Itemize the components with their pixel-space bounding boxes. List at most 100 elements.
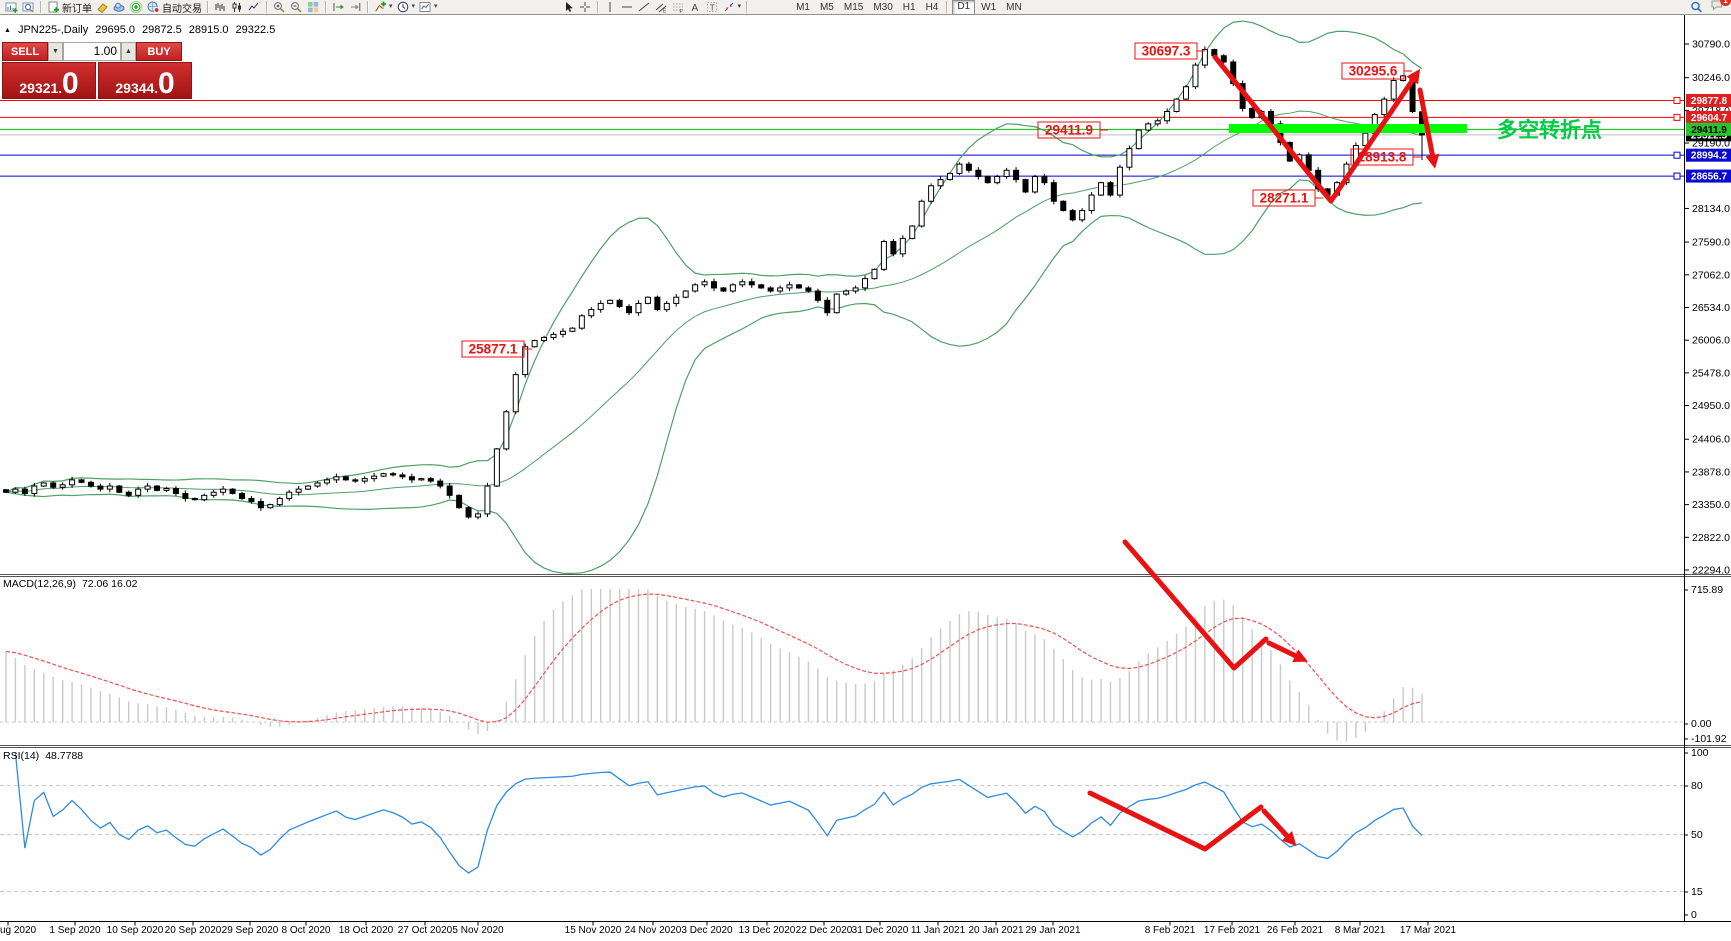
svg-text:30295.6: 30295.6	[1349, 64, 1398, 79]
history-center-button[interactable]	[94, 0, 111, 14]
sell-price-int: 29321	[19, 79, 59, 96]
buy-price-frac: 0	[157, 67, 175, 100]
new-order-button[interactable]: 新订单	[45, 0, 94, 15]
buy-button[interactable]: BUY	[136, 42, 182, 61]
timeframe-d1-button[interactable]: D1	[952, 0, 976, 15]
svg-text:24 Nov 2020: 24 Nov 2020	[625, 925, 682, 936]
tile-windows-button[interactable]	[305, 0, 322, 14]
svg-text:22294.0: 22294.0	[1692, 565, 1730, 577]
volume-up-button[interactable]: ▲	[121, 42, 136, 61]
zoom-in-button[interactable]	[271, 0, 288, 14]
timeframe-h4-button[interactable]: H4	[925, 1, 939, 13]
fibonacci-tool-button-icon: F	[672, 3, 683, 13]
timeframe-h1-button[interactable]: H1	[902, 1, 916, 13]
chevron-down-icon[interactable]: ▾	[411, 3, 416, 10]
horizontal-line-tool-button[interactable]	[619, 0, 636, 14]
chevron-down-icon[interactable]: ▾	[389, 3, 393, 10]
auto-scroll-button[interactable]	[347, 0, 364, 14]
buy-price-int: 29344	[115, 79, 155, 96]
svg-text:0.00: 0.00	[1691, 718, 1712, 730]
arrow-objects-button-icon	[724, 2, 733, 12]
svg-text:30246.0: 30246.0	[1692, 72, 1730, 84]
sell-price-panel[interactable]: 29321. 0	[2, 62, 96, 99]
equidistant-channel-tool-button-icon: E	[655, 3, 667, 13]
new-chart-button-icon	[5, 2, 18, 13]
toolbar-separator	[325, 1, 327, 13]
search-button[interactable]	[1688, 0, 1705, 14]
collapse-triangle-icon[interactable]: ▲	[4, 26, 11, 34]
svg-text:28656.7: 28656.7	[1691, 172, 1728, 183]
panel-frame	[0, 15, 1731, 922]
symbol-title: JPN225-,Daily	[17, 24, 89, 36]
chevron-down-icon[interactable]: ▾	[737, 3, 742, 10]
symbol-header: ▲ JPN225-,Daily 29695.0 29872.5 28915.0 …	[4, 24, 275, 36]
volume-input[interactable]: 1.00	[63, 42, 121, 61]
svg-text:26 Feb 2021: 26 Feb 2021	[1267, 925, 1324, 936]
price-axis[interactable]: 30790.030246.029718.029190.028134.027590…	[1684, 39, 1730, 922]
bar-chart-button-icon	[215, 3, 225, 11]
svg-text:28271.1: 28271.1	[1260, 191, 1309, 206]
timeframe-m1-button[interactable]: M1	[796, 1, 810, 13]
chart-shift-button[interactable]	[330, 0, 347, 14]
cursor-tool-button[interactable]	[560, 0, 577, 14]
timeframe-w1-button[interactable]: W1	[981, 1, 997, 13]
equidistant-channel-tool-button[interactable]: E	[653, 0, 670, 14]
svg-text:11 Jan 2021: 11 Jan 2021	[911, 925, 966, 936]
signals-button[interactable]	[128, 0, 145, 14]
fibonacci-tool-button[interactable]: F	[670, 0, 687, 14]
arrow-objects-button[interactable]: ▾	[721, 0, 744, 14]
toolbar-separator	[946, 1, 949, 13]
signals-button-icon	[130, 1, 142, 13]
svg-text:24406.0: 24406.0	[1692, 434, 1730, 446]
volume-down-button[interactable]: ▼	[48, 42, 63, 61]
svg-text:3 Dec 2020: 3 Dec 2020	[681, 925, 733, 936]
trendline-tool-button[interactable]	[636, 0, 653, 14]
publish-button[interactable]	[111, 0, 128, 14]
candlestick-chart-button[interactable]	[229, 0, 246, 14]
text-label-tool-button[interactable]: T	[704, 0, 721, 14]
chart-shift-button-icon	[333, 3, 344, 11]
vertical-line-tool-button[interactable]	[602, 0, 619, 14]
timeframe-mn-button[interactable]: MN	[1006, 1, 1022, 13]
svg-text:25877.1: 25877.1	[469, 342, 518, 357]
chevron-down-icon[interactable]: ▾	[434, 3, 438, 10]
rsi-label: RSI(14) 48.7788	[3, 750, 84, 762]
svg-text:15: 15	[1691, 886, 1703, 898]
auto-trading-button[interactable]: 自动交易	[145, 0, 204, 15]
cursor-tool-button-icon	[565, 2, 573, 12]
crosshair-tool-button[interactable]	[577, 0, 594, 14]
periods-button[interactable]: ▾	[395, 0, 418, 14]
svg-text:多空转折点: 多空转折点	[1497, 118, 1602, 142]
svg-text:50: 50	[1691, 829, 1703, 841]
svg-text:20 Sep 2020: 20 Sep 2020	[165, 925, 222, 936]
sell-button[interactable]: SELL	[2, 42, 48, 61]
svg-text:28994.2: 28994.2	[1691, 151, 1728, 162]
one-click-trading-widget: SELL ▼ 1.00 ▲ BUY 29321. 0 29344. 0	[2, 42, 192, 99]
line-chart-button[interactable]	[246, 0, 263, 14]
svg-text:8 Feb 2021: 8 Feb 2021	[1145, 925, 1196, 936]
price-callouts: 30697.3 30295.6 29411.9 28913.8 28271.1 25877…	[461, 42, 1421, 358]
svg-text:26534.0: 26534.0	[1692, 302, 1730, 314]
new-chart-button[interactable]	[3, 0, 20, 14]
sell-price-frac: 0	[61, 67, 79, 100]
publish-button-icon	[113, 2, 125, 12]
svg-text:31 Dec 2020: 31 Dec 2020	[852, 925, 909, 936]
timeframe-m15-button[interactable]: M15	[843, 1, 864, 13]
toolbar-separator	[367, 1, 369, 13]
timeframe-m30-button[interactable]: M30	[873, 1, 893, 13]
chart-profiles-button[interactable]	[20, 0, 37, 14]
buy-price-panel[interactable]: 29344. 0	[98, 62, 192, 99]
svg-text:0: 0	[1691, 909, 1697, 921]
timeframe-m5-button[interactable]: M5	[819, 1, 834, 13]
text-tool-button[interactable]: A	[687, 0, 704, 14]
zoom-out-button[interactable]	[288, 0, 305, 14]
bar-chart-button[interactable]	[212, 0, 229, 14]
templates-button[interactable]: ▾	[417, 0, 440, 14]
rsi-panel	[0, 752, 1684, 893]
indicators-button[interactable]: ▾	[372, 0, 395, 14]
svg-text:27590.0: 27590.0	[1692, 237, 1730, 249]
price-hlines	[0, 96, 1684, 180]
